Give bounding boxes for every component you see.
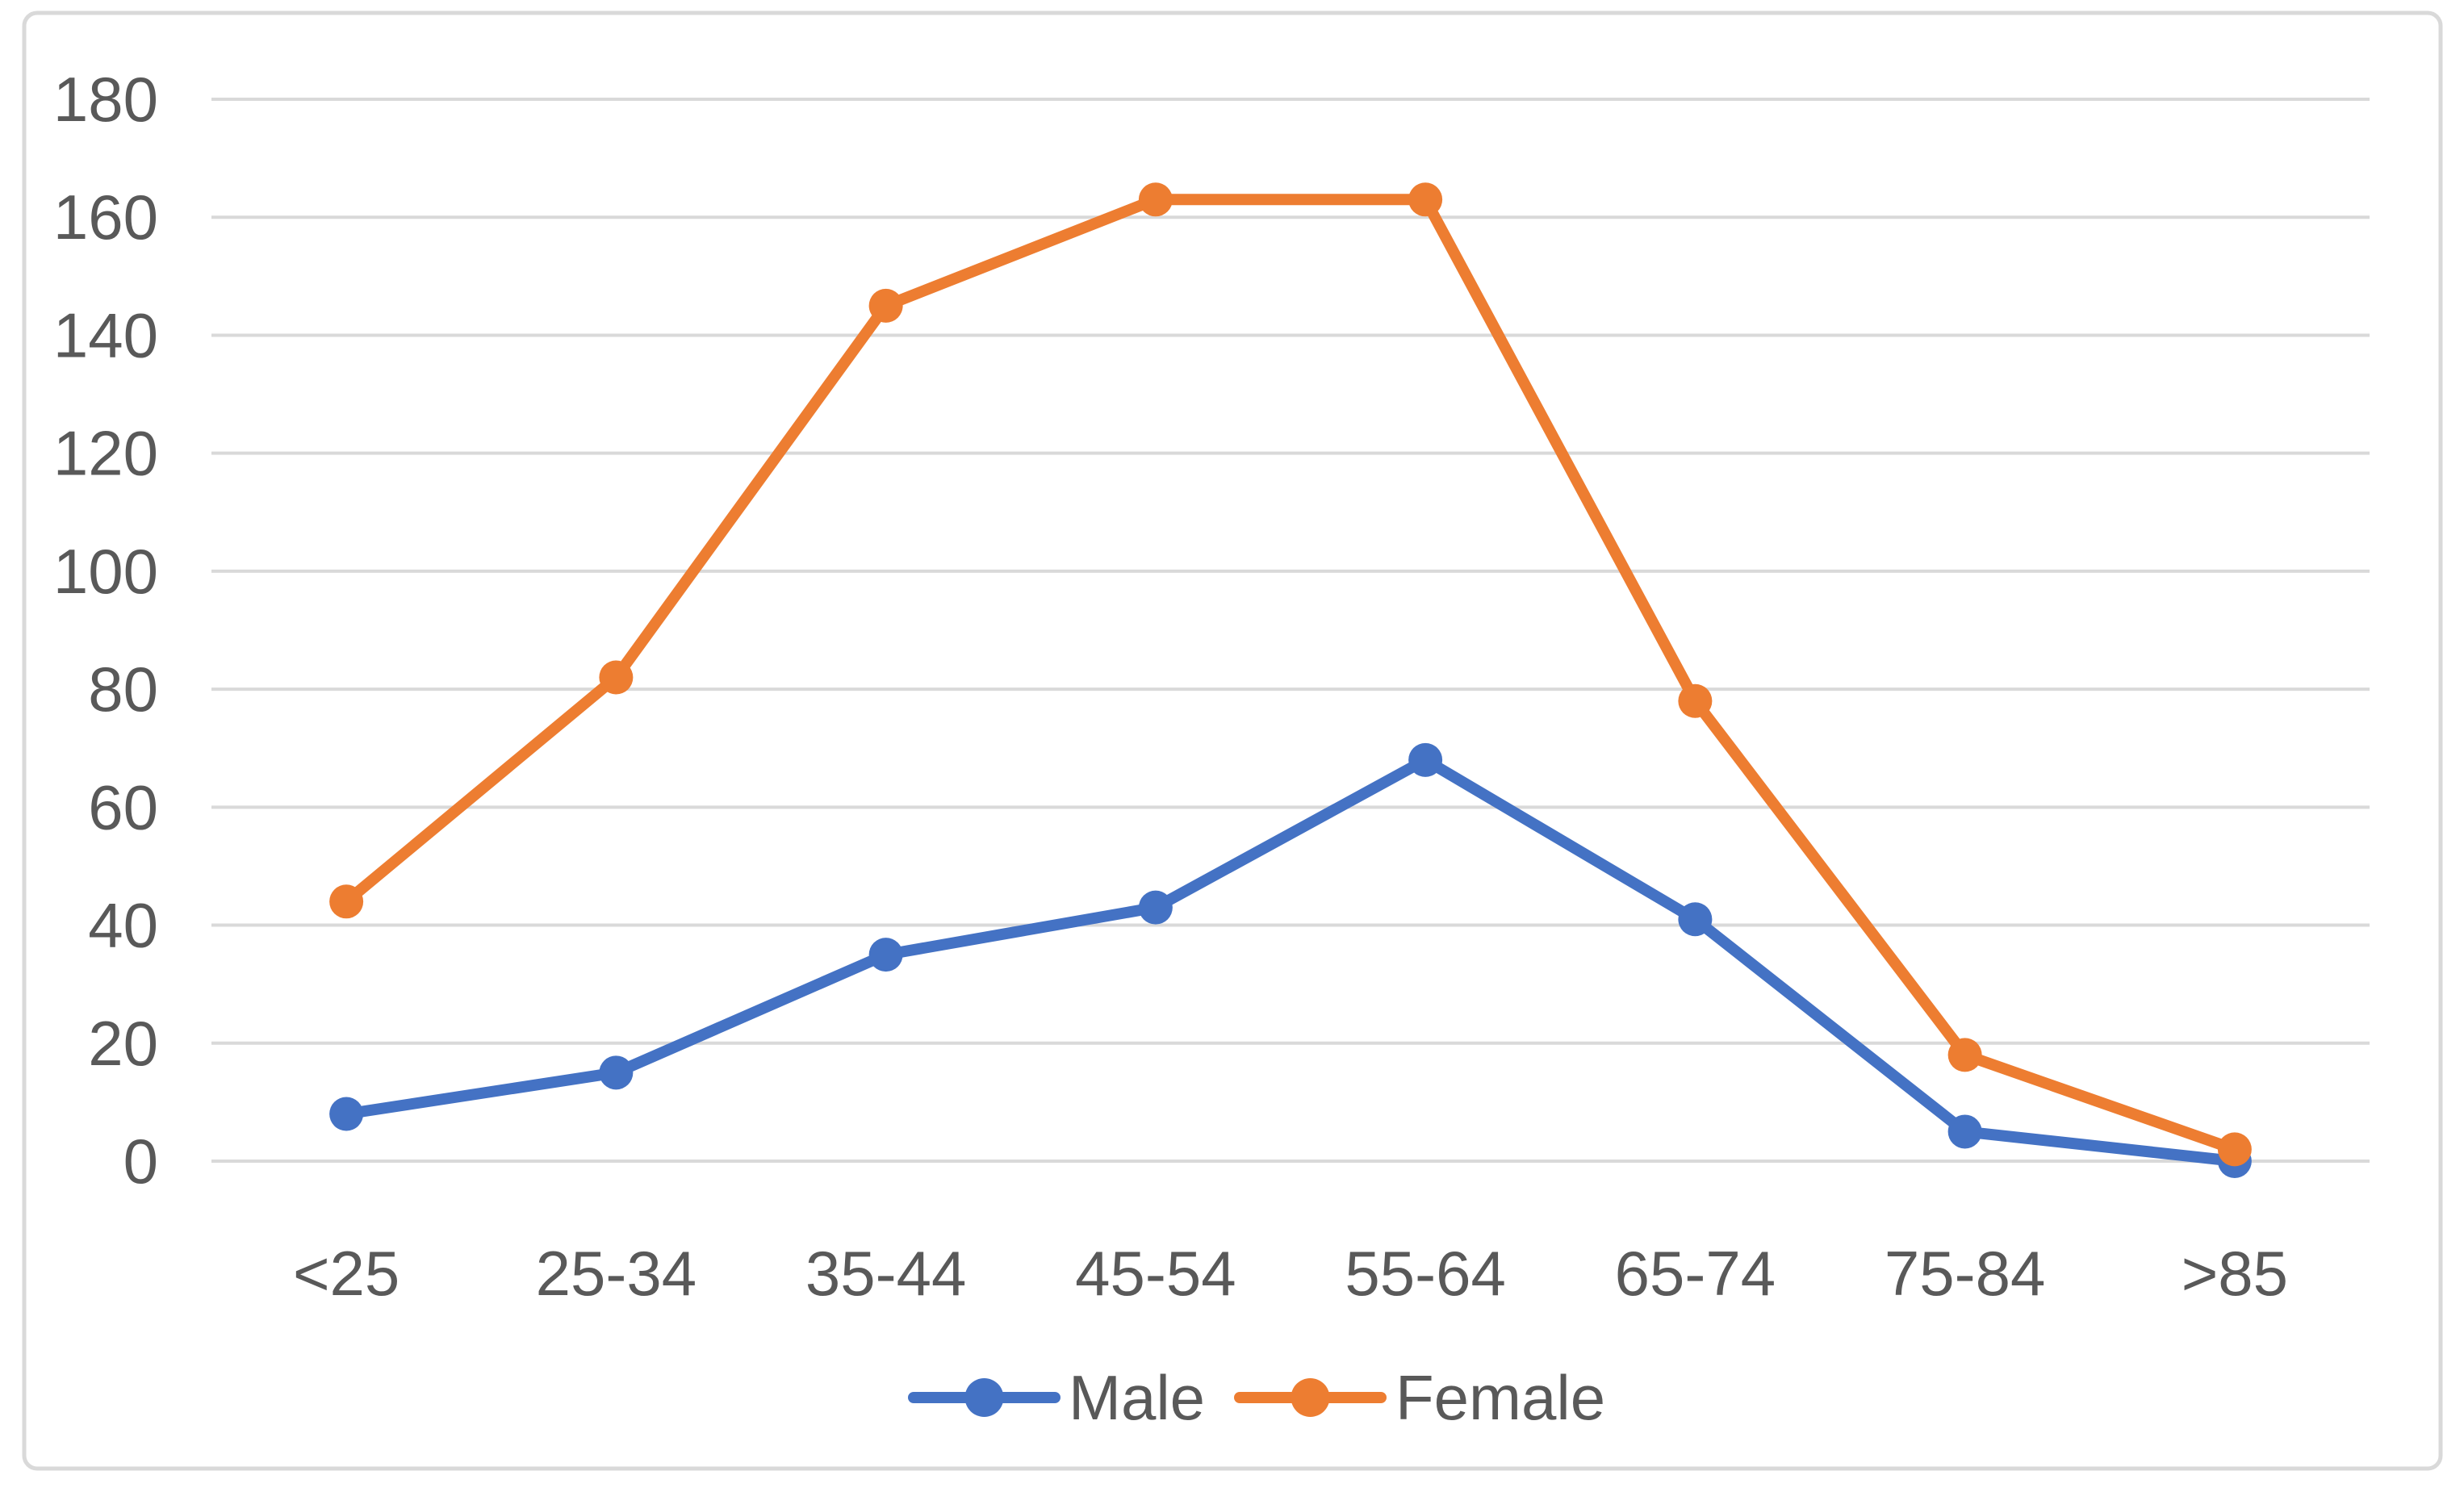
legend: Male Female [908, 1362, 1605, 1433]
male-series [329, 742, 2252, 1178]
y-axis-tick-label: 0 [123, 1126, 158, 1197]
female-series-line [341, 194, 2240, 1155]
legend-item-female: Female [1234, 1362, 1605, 1433]
x-axis-category-label: 55-64 [1345, 1238, 1506, 1309]
x-axis-category-label: 25-34 [536, 1238, 697, 1309]
male-data-point-marker [1678, 902, 1713, 937]
legend-item-male: Male [908, 1362, 1205, 1433]
gridlines [211, 98, 2370, 1163]
y-axis-tick-label: 20 [88, 1008, 158, 1079]
x-axis-category-label: <25 [293, 1238, 400, 1309]
y-axis-tick-label: 80 [88, 654, 158, 725]
female-data-point-marker [868, 288, 903, 323]
y-axis-tick-label: 100 [53, 536, 158, 607]
female-data-point-marker [1678, 683, 1713, 718]
male-data-point-marker [329, 1097, 364, 1131]
female-data-point-marker [599, 660, 634, 695]
x-axis-category-label: >85 [2182, 1238, 2288, 1309]
female-data-point-marker [1947, 1038, 1982, 1072]
legend-female-marker-icon [1291, 1378, 1330, 1417]
male-series-line [341, 754, 2240, 1167]
y-axis-tick-label: 120 [53, 418, 158, 489]
y-axis-tick-labels: 0 20 40 60 80 100 120 140 160 180 [53, 64, 158, 1197]
male-data-point-marker [868, 938, 903, 972]
legend-male-label: Male [1069, 1362, 1205, 1433]
legend-male-marker-icon [964, 1378, 1004, 1417]
female-data-point-marker [329, 884, 364, 919]
y-axis-tick-label: 60 [88, 771, 158, 842]
x-axis-category-labels: <25 25-34 35-44 45-54 55-64 65-74 75-84 >85 [293, 1238, 2288, 1309]
x-axis-category-label: 35-44 [805, 1238, 967, 1309]
x-axis-category-label: 75-84 [1885, 1238, 2046, 1309]
female-data-point-marker [1138, 182, 1173, 217]
chart-frame-border [22, 10, 2443, 1471]
male-data-point-marker [599, 1055, 634, 1090]
female-data-point-marker [1408, 182, 1443, 217]
female-series [329, 182, 2252, 1167]
x-axis-category-label: 45-54 [1075, 1238, 1236, 1309]
y-axis-tick-label: 40 [88, 890, 158, 961]
x-axis-category-label: 65-74 [1615, 1238, 1776, 1309]
legend-female-label: Female [1395, 1362, 1605, 1433]
female-data-point-marker [2217, 1132, 2252, 1167]
male-data-point-marker [1947, 1114, 1982, 1149]
y-axis-tick-label: 140 [53, 299, 158, 370]
male-data-point-marker [1138, 890, 1173, 925]
y-axis-tick-label: 160 [53, 182, 158, 253]
y-axis-tick-label: 180 [53, 64, 158, 135]
male-data-point-marker [1408, 742, 1443, 777]
